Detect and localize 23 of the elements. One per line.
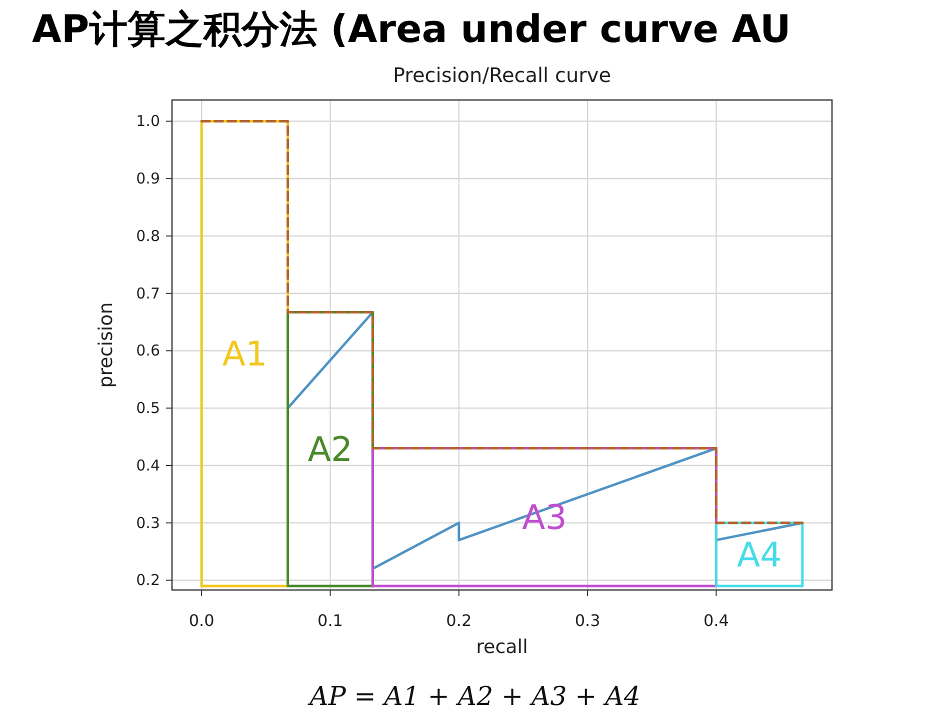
y-axis-title: precision bbox=[95, 302, 117, 388]
x-tick-label: 0.0 bbox=[188, 611, 214, 630]
x-tick-label: 0.4 bbox=[703, 611, 729, 630]
y-tick-label: 0.5 bbox=[136, 399, 160, 418]
y-tick-label: 0.2 bbox=[136, 571, 160, 590]
chart-title: AP计算之积分法 (Area under curve AU bbox=[32, 7, 791, 51]
x-tick-label: 0.2 bbox=[446, 611, 472, 630]
series-label: A1 bbox=[222, 334, 268, 375]
x-axis-title: recall bbox=[476, 636, 528, 658]
series-label: A3 bbox=[522, 498, 567, 538]
y-tick-label: 0.9 bbox=[136, 170, 160, 188]
x-tick-label: 0.3 bbox=[574, 611, 600, 630]
y-tick-label: 0.3 bbox=[136, 514, 160, 532]
x-tick-label: 0.1 bbox=[318, 611, 343, 630]
y-tick-label: 1.0 bbox=[136, 112, 160, 130]
series-label: A2 bbox=[308, 430, 353, 470]
chart-subtitle: Precision/Recall curve bbox=[392, 63, 612, 87]
y-tick-label: 0.4 bbox=[136, 456, 160, 474]
y-tick-label: 0.6 bbox=[136, 342, 160, 360]
series-label: A4 bbox=[736, 535, 782, 576]
y-tick-label: 0.7 bbox=[136, 284, 160, 302]
text: AP = A1 + A2 + A3 + A4 bbox=[308, 682, 640, 712]
y-tick-label: 0.8 bbox=[136, 226, 160, 245]
